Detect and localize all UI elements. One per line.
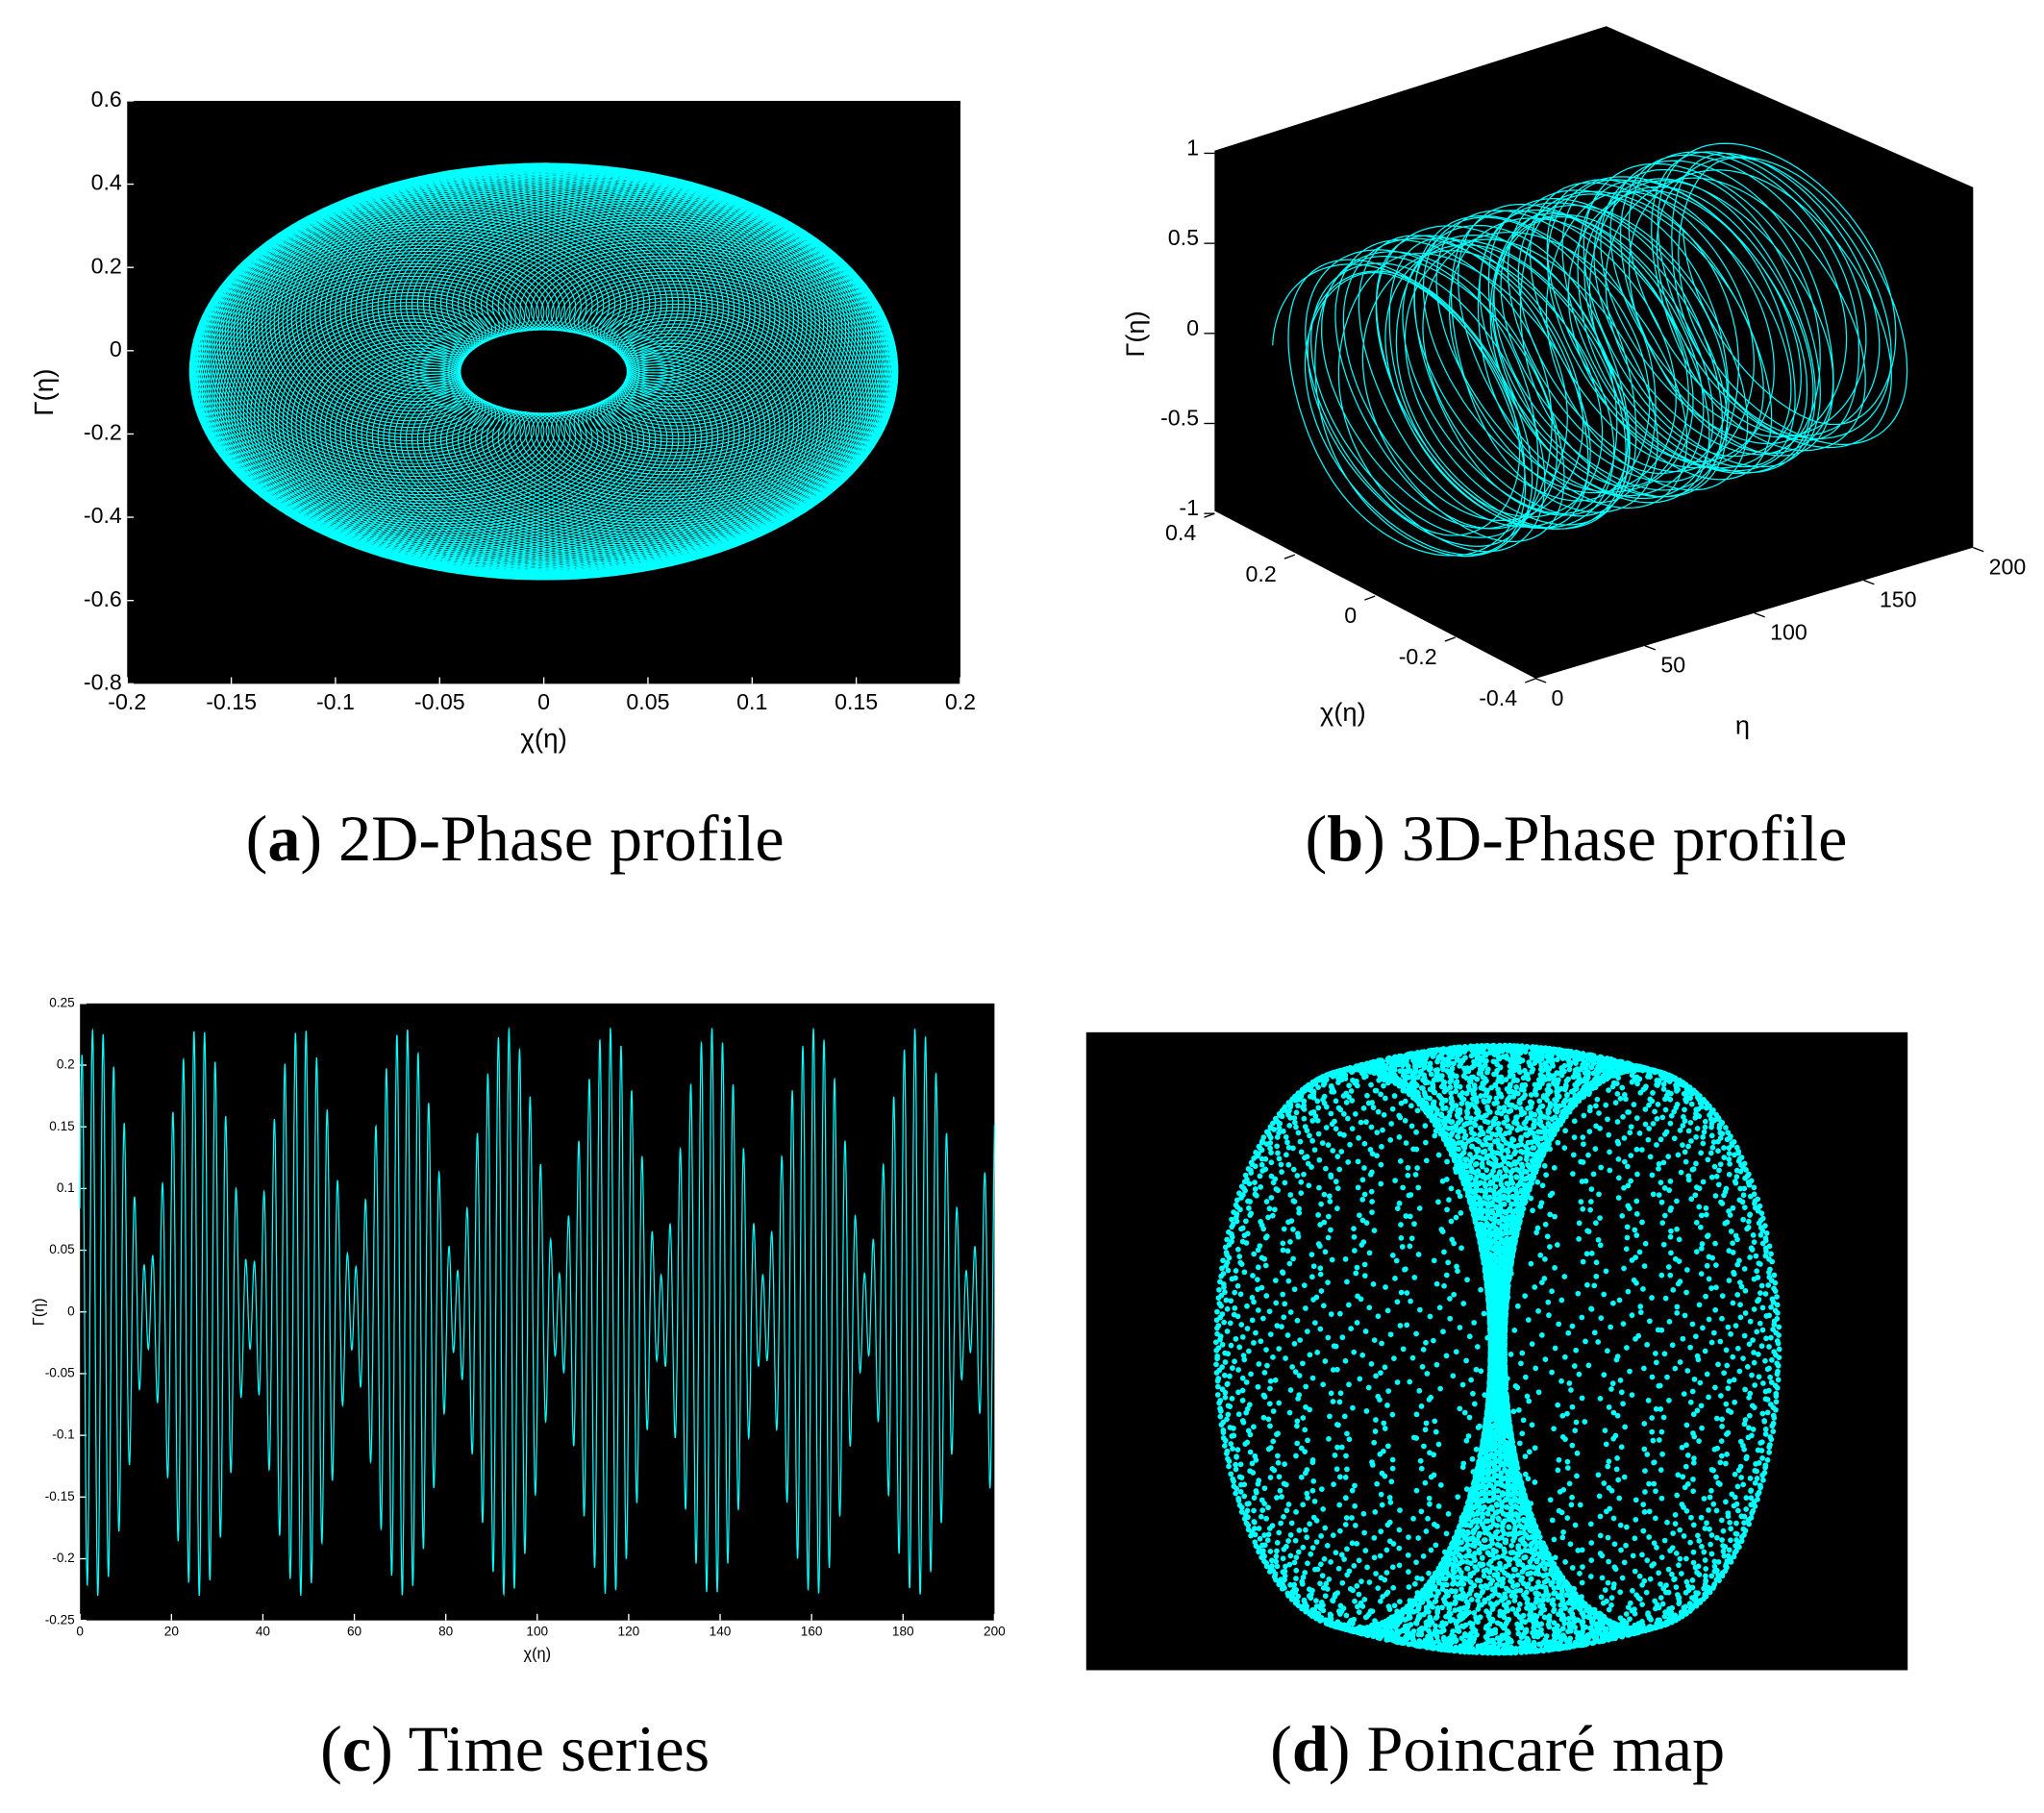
- x-tick-label: 80: [438, 1625, 454, 1639]
- z-tick-label: 1: [1186, 135, 1199, 160]
- z-tick-label: 0: [1186, 315, 1199, 340]
- caption-open: (: [246, 802, 268, 875]
- x-tick-label: 0.05: [626, 689, 669, 714]
- x-tick-label: -0.4: [1479, 685, 1517, 710]
- caption-text: ) 2D-Phase profile: [300, 802, 784, 875]
- x-axis-label: χ(η): [524, 1645, 552, 1662]
- x-axis-label: χ(η): [1320, 697, 1366, 727]
- y-tick-label: 0: [1552, 685, 1564, 710]
- caption: (b) 3D-Phase profile: [1306, 802, 1848, 875]
- y-tick-label: 150: [1880, 587, 1917, 612]
- x-tick-label: -0.05: [414, 689, 465, 714]
- x-tick-label: -0.2: [1399, 644, 1437, 669]
- z-axis-label: Γ(η): [1120, 310, 1150, 357]
- x-tick: [1444, 636, 1456, 642]
- y-tick-label: -0.2: [52, 1551, 74, 1565]
- x-tick-label: 40: [256, 1625, 271, 1639]
- y-tick-label: -0.6: [84, 586, 122, 611]
- trajectory: [1272, 142, 1908, 558]
- y-axis-label: Γ(η): [29, 369, 59, 416]
- x-tick-label: -0.2: [108, 689, 146, 714]
- caption: (d) Poincaré map: [1270, 1712, 1725, 1785]
- y-tick: [1973, 546, 1984, 553]
- y-tick-label: 0.2: [91, 253, 122, 278]
- y-tick-label: 0.1: [57, 1180, 75, 1195]
- trajectory: [188, 162, 899, 581]
- x-tick-label: 120: [618, 1625, 640, 1639]
- y-tick-label: 100: [1770, 620, 1807, 645]
- y-axis-label: Γ(η): [30, 1298, 47, 1326]
- time-series: [79, 1027, 995, 1597]
- y-tick: [1534, 678, 1547, 683]
- y-tick-label: 0.6: [91, 87, 122, 112]
- caption-letter: d: [1292, 1712, 1329, 1785]
- z-tick-label: -0.5: [1160, 406, 1199, 431]
- y-tick-label: 50: [1660, 653, 1685, 678]
- caption-letter: a: [267, 802, 300, 875]
- x-tick-label: 100: [526, 1625, 548, 1639]
- x-tick-label: 0: [537, 689, 550, 714]
- y-tick-label: 0.25: [49, 995, 75, 1009]
- y-tick-label: 0.2: [57, 1057, 75, 1072]
- caption-letter: c: [342, 1712, 371, 1785]
- z-tick-label: 0.5: [1168, 225, 1199, 250]
- x-tick-label: 0.2: [945, 689, 976, 714]
- y-tick-label: 200: [1989, 555, 2027, 580]
- caption-open: (: [1270, 1712, 1292, 1785]
- y-tick: [1644, 645, 1657, 651]
- x-axis-label: χ(η): [520, 723, 567, 753]
- caption-letter: b: [1327, 802, 1363, 875]
- x-tick-label: -0.15: [206, 689, 257, 714]
- x-tick-label: 0: [1344, 603, 1357, 628]
- x-tick-label: 0.2: [1246, 561, 1277, 586]
- x-tick-label: 0.4: [1165, 520, 1196, 545]
- y-tick-label: -0.4: [84, 503, 122, 528]
- y-tick-label: -0.15: [45, 1489, 75, 1503]
- y-tick-label: -0.05: [45, 1366, 75, 1380]
- caption-open: (: [1306, 802, 1328, 875]
- caption-text: ) 3D-Phase profile: [1363, 802, 1847, 875]
- x-tick: [1204, 512, 1215, 518]
- caption-text: ) Poincaré map: [1329, 1712, 1725, 1785]
- x-tick-label: 180: [892, 1625, 914, 1639]
- x-tick-label: -0.1: [316, 689, 355, 714]
- x-tick: [1525, 678, 1536, 683]
- caption: (a) 2D-Phase profile: [246, 802, 785, 875]
- x-tick-label: 0: [76, 1625, 84, 1639]
- y-tick-label: 0.05: [49, 1242, 75, 1256]
- y-tick: [1754, 612, 1765, 618]
- x-tick-label: 60: [347, 1625, 362, 1639]
- x-tick-label: 140: [710, 1625, 732, 1639]
- y-tick-label: 0.15: [49, 1119, 75, 1133]
- x-tick-label: 0.15: [835, 689, 878, 714]
- x-tick-label: 200: [984, 1625, 1006, 1639]
- caption: (c) Time series: [320, 1712, 710, 1785]
- y-tick: [1863, 580, 1875, 585]
- y-tick-label: -0.8: [84, 669, 122, 694]
- z-tick-label: -1: [1179, 495, 1199, 520]
- plot-area: [80, 1003, 995, 1621]
- x-tick-label: 20: [164, 1625, 180, 1639]
- y-tick-label: 0.4: [91, 170, 122, 195]
- x-tick-label: 160: [801, 1625, 823, 1639]
- x-tick-label: 0.1: [736, 689, 767, 714]
- x-tick: [1284, 554, 1296, 559]
- caption-open: (: [320, 1712, 342, 1785]
- y-tick-label: 0: [67, 1304, 75, 1318]
- caption-text: ) Time series: [371, 1712, 710, 1785]
- poincare-points: [1212, 1042, 1782, 1656]
- y-tick-label: -0.25: [45, 1612, 75, 1627]
- y-axis-label: η: [1735, 710, 1750, 740]
- y-tick-label: 0: [110, 336, 122, 361]
- x-tick: [1364, 595, 1376, 601]
- y-tick-label: -0.2: [84, 420, 122, 445]
- y-tick-label: -0.1: [52, 1428, 74, 1442]
